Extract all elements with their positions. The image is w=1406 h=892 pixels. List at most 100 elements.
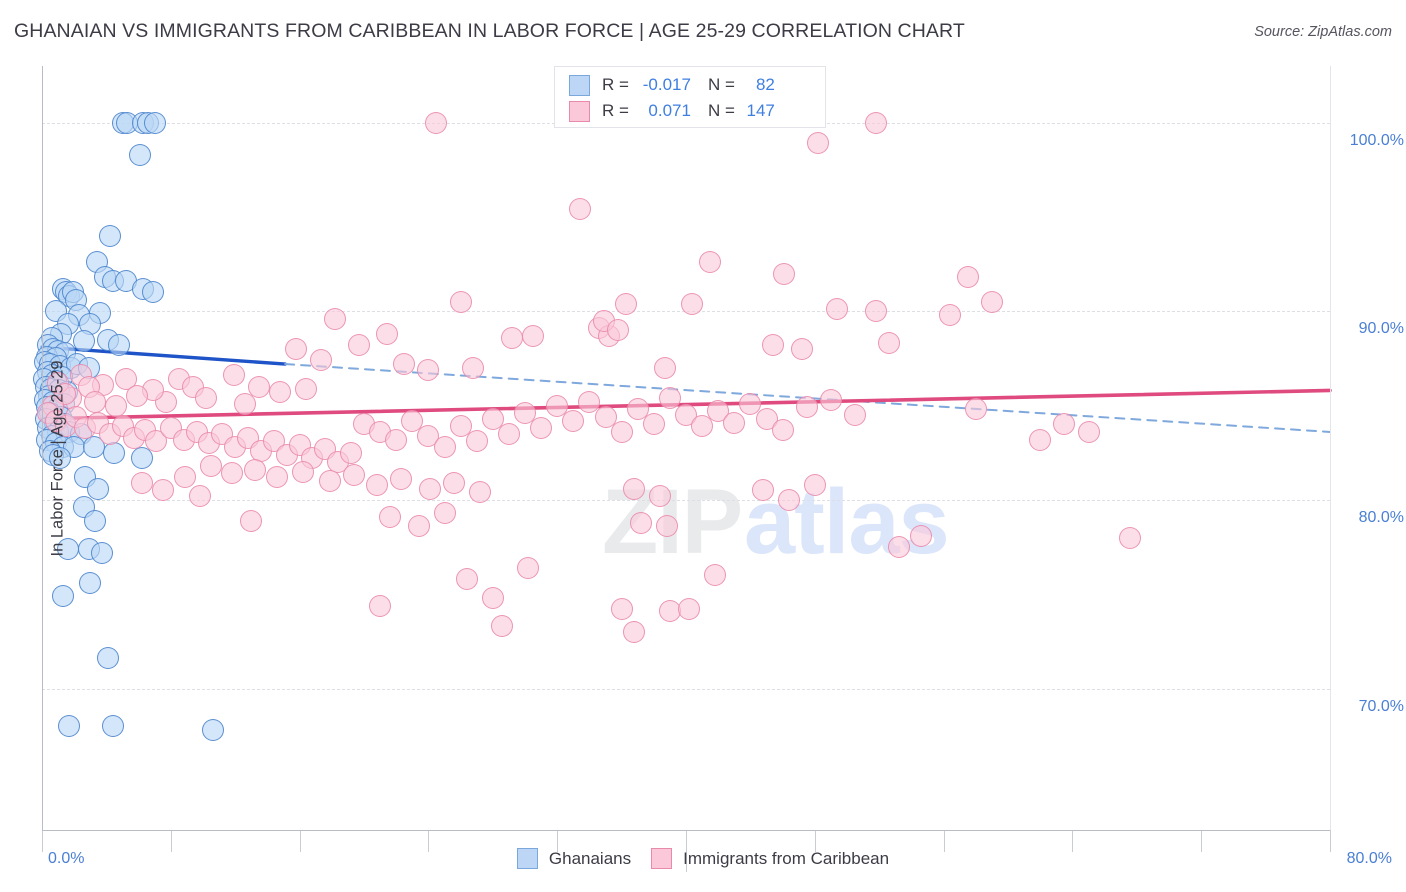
scatter-point-pink	[220, 462, 243, 485]
scatter-point-pink	[819, 388, 842, 411]
x-tick-10	[1330, 830, 1331, 852]
scatter-point-pink	[497, 422, 520, 445]
scatter-point-blue	[103, 441, 126, 464]
scatter-point-pink	[681, 292, 704, 315]
scatter-point-pink	[407, 515, 430, 538]
scatter-point-pink	[125, 385, 148, 408]
scatter-point-pink	[517, 556, 540, 579]
scatter-point-pink	[752, 479, 775, 502]
scatter-point-pink	[465, 430, 488, 453]
gridline-y-70	[42, 688, 1330, 690]
scatter-point-pink	[309, 349, 332, 372]
scatter-point-pink	[449, 415, 472, 438]
scatter-point-pink	[233, 392, 256, 415]
scatter-point-blue	[58, 715, 81, 738]
scatter-point-blue	[56, 537, 79, 560]
scatter-point-pink	[481, 407, 504, 430]
scatter-point-pink	[1029, 428, 1052, 451]
scatter-point-pink	[826, 298, 849, 321]
legend-swatch-caribbean	[569, 100, 590, 122]
scatter-point-pink	[594, 405, 617, 428]
scatter-point-pink	[790, 337, 813, 360]
x-tick-5	[686, 830, 687, 872]
scatter-point-pink	[864, 300, 887, 323]
scatter-point-pink	[761, 334, 784, 357]
scatter-point-pink	[623, 477, 646, 500]
scatter-point-pink	[678, 598, 701, 621]
y-axis-line	[42, 66, 43, 830]
scatter-point-pink	[151, 479, 174, 502]
x-tick-6	[814, 830, 816, 852]
scatter-point-pink	[629, 511, 652, 534]
scatter-point-pink	[655, 515, 678, 538]
scatter-point-pink	[530, 417, 553, 440]
scatter-point-pink	[491, 615, 514, 638]
series-label-ghanaians: Ghanaians	[548, 848, 632, 868]
stats-legend-row-ghanaians: R = -0.017 N = 82	[569, 72, 775, 98]
scatter-point-pink	[266, 466, 289, 489]
scatter-point-pink	[546, 394, 569, 417]
scatter-point-pink	[222, 364, 245, 387]
scatter-point-pink	[803, 473, 826, 496]
scatter-point-pink	[200, 454, 223, 477]
scatter-point-pink	[393, 353, 416, 376]
scatter-point-pink	[378, 505, 401, 528]
y-tick-label-90: 90.0%	[1358, 320, 1404, 338]
scatter-point-pink	[324, 307, 347, 330]
scatter-point-pink	[348, 334, 371, 357]
scatter-point-pink	[417, 424, 440, 447]
scatter-point-blue	[201, 719, 224, 742]
scatter-point-blue	[143, 111, 166, 134]
scatter-point-pink	[578, 390, 601, 413]
scatter-point-pink	[174, 466, 197, 489]
series-legend-item-ghanaians[interactable]: Ghanaians	[516, 848, 632, 869]
y-tick-label-100: 100.0%	[1349, 131, 1404, 149]
scatter-point-blue	[84, 509, 107, 532]
scatter-point-blue	[142, 281, 165, 304]
plot-right-border	[1330, 66, 1331, 830]
gridline-y-80	[42, 499, 1330, 501]
scatter-point-pink	[433, 502, 456, 525]
scatter-point-pink	[425, 111, 448, 134]
scatter-point-pink	[130, 471, 153, 494]
scatter-point-pink	[739, 392, 762, 415]
scatter-point-blue	[79, 571, 102, 594]
x-tick-7	[943, 830, 945, 852]
scatter-point-pink	[522, 324, 545, 347]
y-tick-label-70: 70.0%	[1358, 697, 1404, 715]
trendline-ghanaians-dashed	[284, 363, 1331, 433]
scatter-point-pink	[795, 396, 818, 419]
page-title: GHANAIAN VS IMMIGRANTS FROM CARIBBEAN IN…	[14, 20, 965, 42]
scatter-point-pink	[778, 488, 801, 511]
scatter-point-pink	[703, 564, 726, 587]
scatter-point-blue	[90, 541, 113, 564]
scatter-point-pink	[771, 419, 794, 442]
scatter-point-blue	[87, 477, 110, 500]
legend-stats-ghanaians: R = -0.017 N = 82	[602, 75, 775, 95]
series-swatch-caribbean	[651, 848, 673, 869]
n-label-caribbean: N =	[707, 101, 735, 120]
scatter-point-pink	[623, 620, 646, 643]
scatter-point-pink	[481, 586, 504, 609]
scatter-point-pink	[501, 326, 524, 349]
scatter-point-pink	[699, 251, 722, 274]
scatter-point-pink	[844, 403, 867, 426]
scatter-point-pink	[723, 411, 746, 434]
scatter-point-pink	[291, 460, 314, 483]
x-tick-3	[428, 830, 430, 852]
source-label: Source: ZipAtlas.com	[1254, 24, 1392, 40]
scatter-point-blue	[48, 447, 71, 470]
scatter-point-pink	[295, 377, 318, 400]
x-tick-4	[557, 830, 559, 852]
scatter-point-pink	[691, 415, 714, 438]
scatter-point-pink	[417, 358, 440, 381]
n-label-ghanaians: N =	[707, 75, 735, 94]
scatter-point-blue	[97, 647, 119, 670]
scatter-point-pink	[145, 430, 168, 453]
r-label-ghanaians: R =	[602, 75, 629, 94]
scatter-point-pink	[654, 356, 677, 379]
series-legend-item-caribbean[interactable]: Immigrants from Caribbean	[651, 848, 889, 869]
series-label-caribbean: Immigrants from Caribbean	[683, 848, 890, 868]
scatter-point-pink	[642, 413, 665, 436]
